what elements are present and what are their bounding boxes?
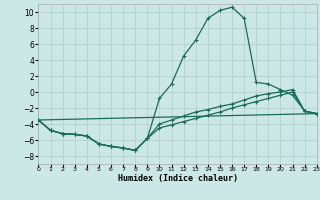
X-axis label: Humidex (Indice chaleur): Humidex (Indice chaleur) <box>118 174 238 183</box>
